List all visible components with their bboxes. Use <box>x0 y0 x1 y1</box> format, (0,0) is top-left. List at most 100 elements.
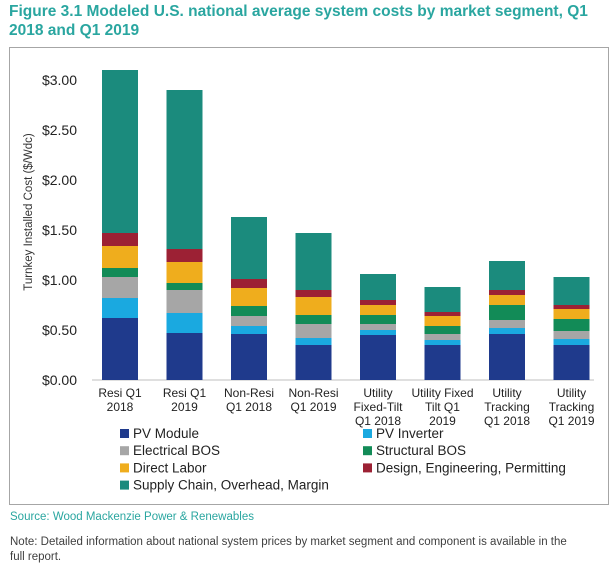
x-tick-label: Resi Q1 <box>163 386 207 400</box>
bar-segment-design-engineering-permitting <box>102 233 138 246</box>
x-tick-label: Tilt Q1 <box>425 400 460 414</box>
source-note: Source: Wood Mackenzie Power & Renewable… <box>10 511 254 523</box>
legend-label-structural-bos: Structural BOS <box>376 443 466 458</box>
x-tick-label: Non-Resi <box>288 386 338 400</box>
y-tick-label: $0.50 <box>42 322 77 338</box>
bar-segment-direct-labor <box>231 288 267 306</box>
bar-segment-design-engineering-permitting <box>489 290 525 295</box>
bar-segment-pv-module <box>553 345 590 380</box>
bar-segment-supply-chain-overhead-margin <box>424 287 461 312</box>
x-tick-label: Tracking <box>549 400 595 414</box>
bar-segment-electrical-bos <box>102 277 138 298</box>
bar-segment-direct-labor <box>295 297 332 315</box>
bar-segment-pv-module <box>360 335 396 380</box>
x-tick-label: Utility <box>492 386 521 400</box>
x-tick-label: Utility <box>363 386 392 400</box>
y-tick-label: $1.00 <box>42 272 77 288</box>
legend-swatch-electrical-bos <box>120 446 129 456</box>
x-tick-label: 2019 <box>171 400 198 414</box>
bar-segment-supply-chain-overhead-margin <box>166 90 203 249</box>
bar-segment-supply-chain-overhead-margin <box>231 217 267 279</box>
bar-segment-direct-labor <box>360 305 396 315</box>
bar-segment-pv-inverter <box>295 338 332 345</box>
bar-segment-pv-module <box>231 334 267 380</box>
x-tick-label: Q1 2018 <box>355 414 401 428</box>
bar-segment-electrical-bos <box>231 316 267 326</box>
bar-segment-structural-bos <box>360 315 396 324</box>
bar-segment-design-engineering-permitting <box>166 249 203 262</box>
bar-segment-structural-bos <box>231 306 267 316</box>
bar-segment-pv-inverter <box>166 313 203 333</box>
x-tick-label: 2018 <box>107 400 134 414</box>
bar-segment-electrical-bos <box>489 320 525 328</box>
bar-segment-pv-inverter <box>102 298 138 318</box>
bar-segment-electrical-bos <box>295 324 332 338</box>
bar-segment-structural-bos <box>489 305 525 320</box>
x-tick-label: Fixed-Tilt <box>354 400 404 414</box>
bar-segment-structural-bos <box>553 319 590 331</box>
bar-segment-structural-bos <box>166 283 203 290</box>
x-tick-label: Non-Resi <box>224 386 274 400</box>
legend-swatch-pv-inverter <box>363 429 372 438</box>
bar-segment-design-engineering-permitting <box>553 305 590 309</box>
x-tick-label: Q1 2019 <box>290 400 336 414</box>
bar-segment-supply-chain-overhead-margin <box>553 277 590 305</box>
bar-segment-pv-module <box>166 333 203 380</box>
bar-segment-pv-inverter <box>360 330 396 335</box>
legend-label-supply-chain-overhead-margin: Supply Chain, Overhead, Margin <box>133 478 329 493</box>
legend-label-electrical-bos: Electrical BOS <box>133 443 220 458</box>
bar-segment-supply-chain-overhead-margin <box>489 261 525 290</box>
bar-segment-structural-bos <box>102 268 138 277</box>
bar-segment-direct-labor <box>489 295 525 305</box>
y-tick-label: $2.50 <box>42 122 77 138</box>
y-axis-label: Turnkey Installed Cost ($/Wdc) <box>23 133 35 291</box>
legend-swatch-supply-chain-overhead-margin <box>120 480 129 490</box>
bar-segment-structural-bos <box>424 326 461 334</box>
bar-segment-electrical-bos <box>553 331 590 339</box>
bar-segment-design-engineering-permitting <box>231 279 267 288</box>
bar-segment-supply-chain-overhead-margin <box>360 274 396 300</box>
bar-segment-pv-module <box>424 345 461 380</box>
bar-segment-electrical-bos <box>360 324 396 330</box>
bar-segment-direct-labor <box>102 246 138 268</box>
bar-segment-pv-inverter <box>424 340 461 345</box>
legend-label-design-engineering-permitting: Design, Engineering, Permitting <box>376 460 566 475</box>
bar-segment-structural-bos <box>295 315 332 324</box>
bar-segment-design-engineering-permitting <box>360 300 396 305</box>
bar-segment-design-engineering-permitting <box>295 290 332 297</box>
y-tick-label: $1.50 <box>42 222 77 238</box>
bar-segment-design-engineering-permitting <box>424 312 461 316</box>
bar-segment-electrical-bos <box>424 334 461 340</box>
bar-segment-pv-inverter <box>553 339 590 345</box>
bar-segment-pv-module <box>295 345 332 380</box>
y-tick-label: $3.00 <box>42 72 77 88</box>
bar-segment-direct-labor <box>553 309 590 319</box>
x-tick-label: Utility Fixed <box>411 386 473 400</box>
x-tick-label: Q1 2018 <box>226 400 272 414</box>
bar-segment-pv-module <box>102 318 138 380</box>
legend-swatch-structural-bos <box>363 446 372 456</box>
x-tick-label: Q1 2018 <box>484 414 530 428</box>
legend-swatch-pv-module <box>120 429 129 438</box>
x-tick-label: Q1 2019 <box>548 414 594 428</box>
bar-segment-pv-inverter <box>489 328 525 334</box>
y-tick-label: $2.00 <box>42 172 77 188</box>
x-tick-label: Resi Q1 <box>98 386 142 400</box>
bar-segment-supply-chain-overhead-margin <box>102 70 138 233</box>
chart-title: Figure 3.1 Modeled U.S. national average… <box>9 3 588 39</box>
bar-segment-pv-module <box>489 334 525 380</box>
y-tick-label: $0.00 <box>42 372 77 388</box>
x-tick-label: 2019 <box>429 414 456 428</box>
legend-swatch-direct-labor <box>120 463 129 473</box>
footnote: Note: Detailed information about nationa… <box>10 536 567 563</box>
legend-swatch-design-engineering-permitting <box>363 463 372 473</box>
bar-segment-pv-inverter <box>231 326 267 334</box>
x-tick-label: Tracking <box>484 400 530 414</box>
bar-segment-direct-labor <box>424 316 461 326</box>
legend-label-pv-inverter: PV Inverter <box>376 426 444 441</box>
legend-label-direct-labor: Direct Labor <box>133 460 207 475</box>
bar-segment-supply-chain-overhead-margin <box>295 233 332 290</box>
bar-segment-direct-labor <box>166 262 203 283</box>
legend-label-pv-module: PV Module <box>133 426 199 441</box>
